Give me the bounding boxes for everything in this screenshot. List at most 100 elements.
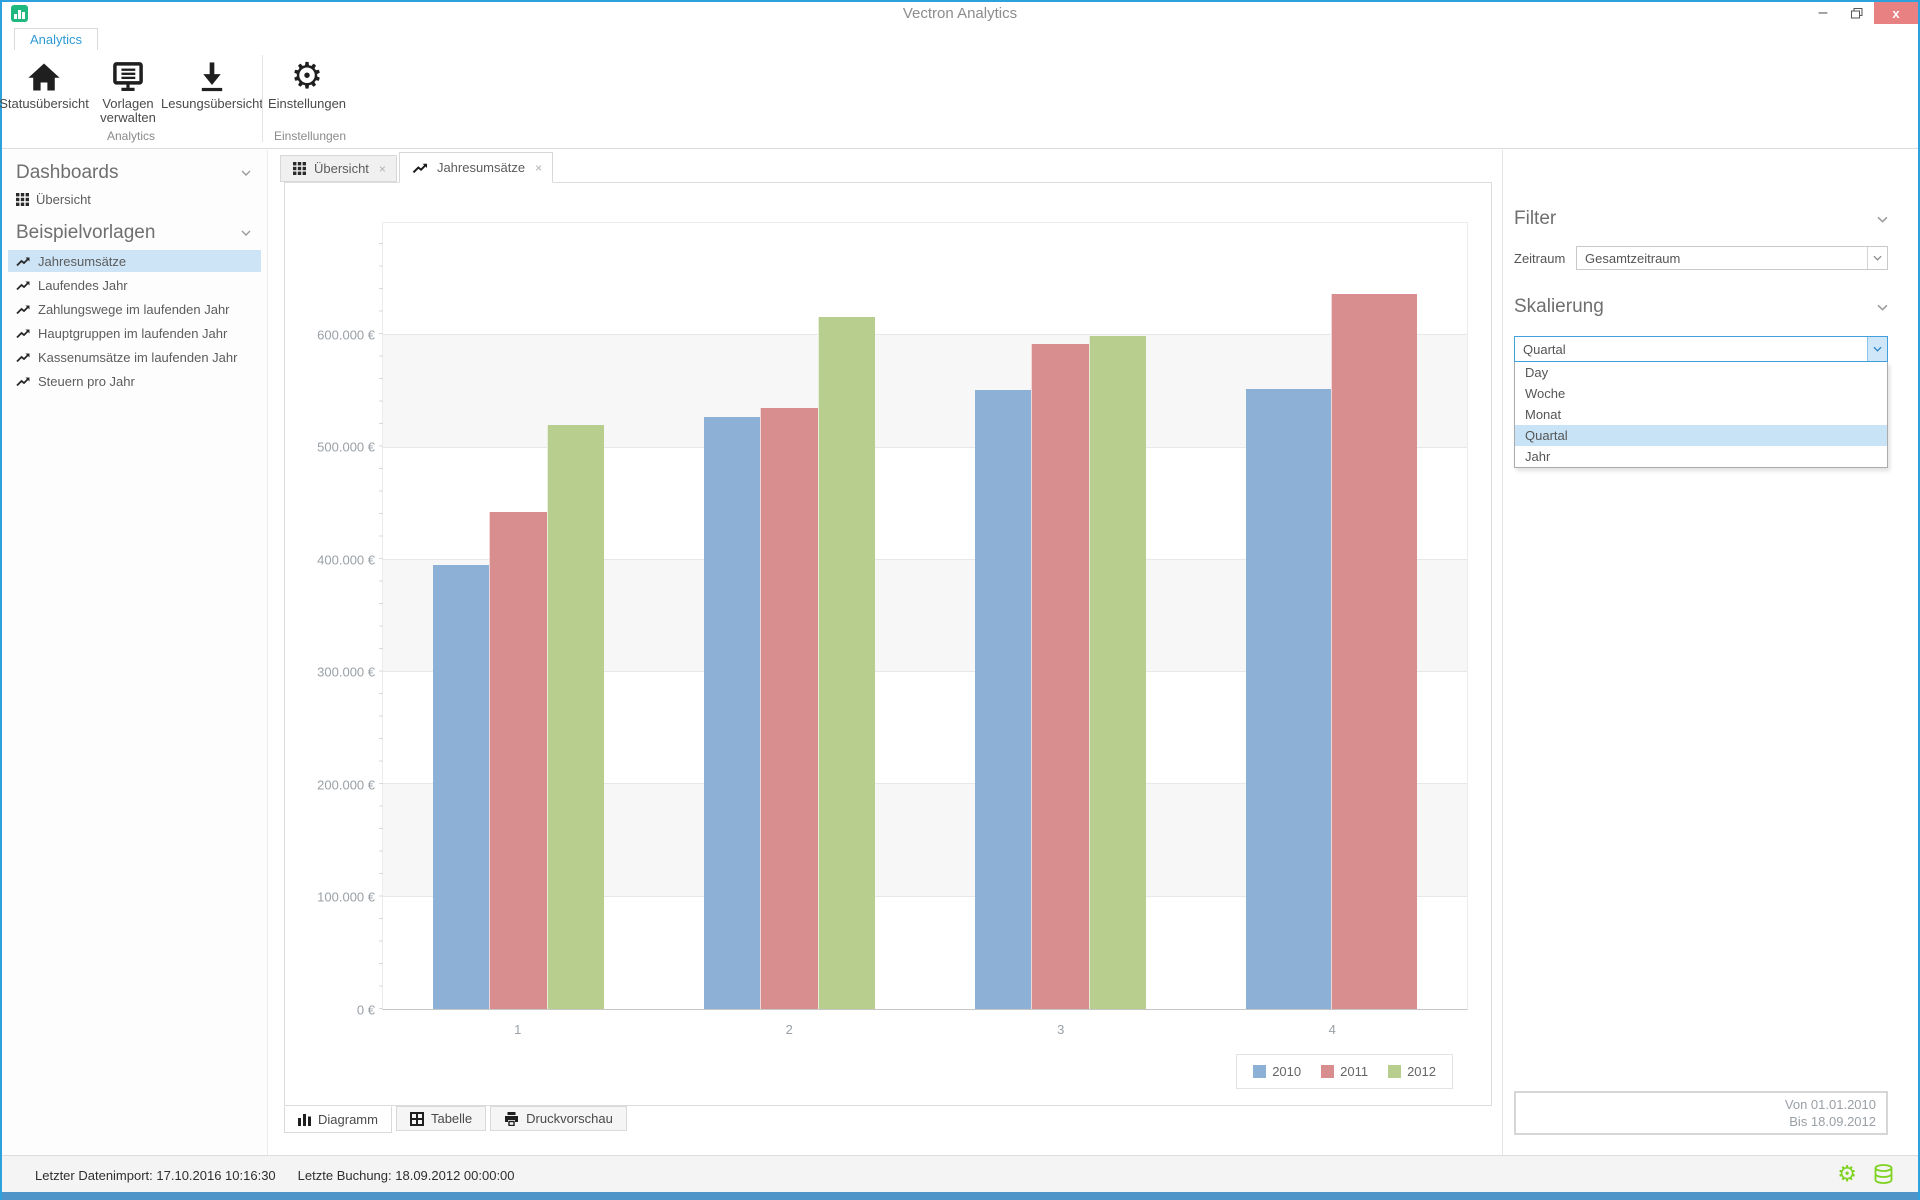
templates-icon (110, 57, 146, 97)
y-axis-labels: 0 € 100.000 € 200.000 € 300.000 € 400.000 € 5… (285, 222, 375, 1017)
y-tick-label: 500.000 € (317, 439, 375, 455)
content-area: Übersicht × Jahresumsätze × 0 € 100.000 €… (268, 150, 1502, 1155)
grid-icon (16, 192, 29, 206)
bar-2012-q3 (1088, 336, 1146, 1009)
skalierung-header[interactable]: Skalierung (1514, 294, 1888, 320)
minimize-button[interactable]: – (1818, 4, 1828, 21)
sidebar-item-jahresumsaetze[interactable]: Jahresumsätze (8, 250, 261, 272)
gridline (383, 446, 1467, 448)
bar-group-2 (654, 223, 925, 1009)
bar-2010-q2 (704, 417, 761, 1009)
bar-2011-q1 (489, 511, 547, 1009)
close-button[interactable]: x (1874, 2, 1918, 24)
gridline (383, 334, 1467, 336)
legend-swatch-0 (1253, 1065, 1267, 1078)
window-title: Vectron Analytics (902, 5, 1018, 22)
option-jahr[interactable]: Jahr (1525, 449, 1551, 464)
option-woche[interactable]: Woche (1525, 386, 1566, 401)
gridline (383, 558, 1467, 560)
trend-icon (16, 327, 31, 339)
bar-2012-q1 (546, 425, 604, 1009)
y-tick-label: 400.000 € (317, 552, 375, 568)
chevron-down-icon (241, 170, 251, 176)
sidebar-item-kassenumsaetze[interactable]: Kassenumsätze im laufenden Jahr (8, 346, 261, 368)
sidebar-item-laufendes-jahr[interactable]: Laufendes Jahr (8, 274, 261, 296)
chevron-down-icon (1877, 304, 1888, 311)
chevron-down-icon (241, 230, 251, 236)
lesungsuebersicht-button[interactable]: Lesungsübersicht (161, 53, 263, 128)
x-axis-labels: 1 2 3 4 (382, 1022, 1468, 1040)
chevron-down-icon[interactable] (1867, 247, 1887, 269)
sidebar-item-uebersicht[interactable]: Übersicht (8, 188, 261, 210)
x-tick-label: 3 (1057, 1022, 1065, 1037)
y-tick-label: 200.000 € (317, 777, 375, 793)
view-tab-druckvorschau[interactable]: Druckvorschau (490, 1106, 627, 1131)
ribbon: Statusübersicht Vorlagen verwalten (0, 49, 1918, 149)
sidebar-item-zahlungswege[interactable]: Zahlungswege im laufenden Jahr (8, 298, 261, 320)
range-from: Von 01.01.2010 (1784, 1097, 1876, 1112)
last-booking-text: Letzte Buchung: 18.09.2012 00:00:00 (297, 1167, 515, 1183)
zeitraum-select[interactable]: Gesamtzeitraum (1576, 246, 1888, 270)
gridline (383, 671, 1467, 673)
trend-icon (16, 375, 31, 387)
bar-2012-q2 (817, 317, 875, 1009)
legend-swatch-1 (1321, 1065, 1335, 1078)
view-tab-bar: Diagramm Tabelle Druckvorschau (284, 1106, 631, 1133)
window-bottom-edge (2, 1192, 1918, 1200)
gridline (383, 783, 1467, 785)
ribbon-group-label-einstellungen: Einstellungen (273, 129, 347, 143)
bar-2011-q2 (760, 408, 818, 1009)
option-quartal[interactable]: Quartal (1515, 425, 1887, 446)
legend-item: 2010 (1253, 1064, 1301, 1079)
chevron-down-icon[interactable] (1867, 337, 1887, 361)
x-tick-label: 4 (1328, 1022, 1336, 1037)
y-tick-label: 100.000 € (317, 889, 375, 905)
settings-status-icon[interactable]: ⚙ (1837, 1162, 1857, 1187)
ribbon-tab-analytics[interactable]: Analytics (14, 28, 99, 50)
gear-icon: ⚙ (290, 56, 324, 97)
view-tab-diagramm[interactable]: Diagramm (284, 1106, 392, 1133)
legend-item: 2011 (1321, 1064, 1368, 1079)
sidebar-section-beispielvorlagen[interactable]: Beispielvorlagen (2, 218, 267, 248)
bar-2010-q4 (1246, 389, 1331, 1009)
bar-group-3 (925, 223, 1196, 1009)
download-icon (197, 57, 227, 97)
y-tick-label: 0 € (356, 1002, 375, 1018)
last-import-text: Letzter Datenimport: 17.10.2016 10:16:30 (35, 1167, 276, 1183)
option-monat[interactable]: Monat (1525, 407, 1562, 422)
tab-jahresumsaetze[interactable]: Jahresumsätze × (398, 152, 554, 183)
statusuebersicht-button[interactable]: Statusübersicht (0, 53, 89, 128)
vorlagen-verwalten-button[interactable]: Vorlagen verwalten (86, 53, 170, 128)
view-tab-tabelle[interactable]: Tabelle (395, 1106, 487, 1131)
bar-chart-icon (298, 1113, 311, 1126)
sidebar-item-hauptgruppen[interactable]: Hauptgruppen im laufenden Jahr (8, 322, 261, 344)
bar-2011-q4 (1330, 293, 1417, 1009)
y-axis-minor-ticks (379, 223, 383, 1009)
grid-icon (293, 162, 306, 175)
chart-panel: 0 € 100.000 € 200.000 € 300.000 € 400.000 € 5… (284, 182, 1492, 1106)
trend-icon (16, 303, 31, 315)
status-bar: Letzter Datenimport: 17.10.2016 10:16:30… (2, 1155, 1918, 1194)
tab-uebersicht[interactable]: Übersicht × (280, 155, 397, 182)
tab-close-icon[interactable]: × (378, 161, 386, 176)
bar-2010-q3 (975, 390, 1032, 1009)
printer-icon (504, 1111, 519, 1126)
app-icon (11, 5, 28, 22)
date-range-box: Von 01.01.2010 Bis 18.09.2012 (1514, 1091, 1888, 1135)
tab-close-icon[interactable]: × (535, 160, 543, 175)
filter-header[interactable]: Filter (1514, 206, 1888, 232)
sidebar-section-dashboards[interactable]: Dashboards (2, 160, 267, 186)
skalierung-select[interactable]: Quartal (1514, 336, 1888, 362)
sidebar-item-steuern[interactable]: Steuern pro Jahr (8, 370, 261, 392)
plot-area (379, 222, 1468, 1010)
ribbon-group-label-analytics: Analytics (106, 129, 156, 143)
trend-icon (412, 161, 429, 174)
database-icon[interactable] (1873, 1164, 1894, 1186)
restore-button[interactable] (1840, 2, 1874, 24)
option-day[interactable]: Day (1525, 365, 1549, 380)
trend-icon (16, 255, 31, 267)
home-icon (27, 57, 61, 97)
title-bar: Vectron Analytics – x (2, 2, 1918, 27)
x-tick-label: 1 (514, 1022, 522, 1037)
einstellungen-button[interactable]: ⚙ Einstellungen (267, 56, 347, 111)
